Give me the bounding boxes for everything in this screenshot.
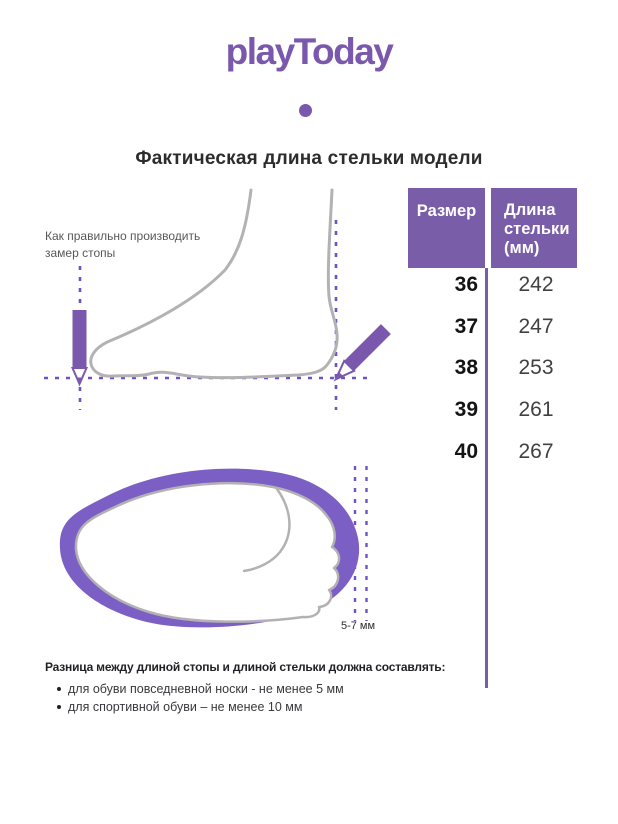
insole-length-value: 247 [518, 315, 554, 338]
footprint-shape [74, 481, 341, 623]
insole-length-value: 242 [518, 273, 554, 296]
notes-heading: Разница между длиной стопы и длиной стел… [45, 660, 446, 674]
list-item: для обуви повседневной носки - не менее … [45, 680, 485, 698]
notes-block: Разница между длиной стопы и длиной стел… [45, 660, 485, 716]
brand-logo-text: playToday [225, 31, 394, 72]
table-row: 37 247 [400, 314, 580, 340]
note-text: для спортивной обуви – не менее 10 мм [68, 700, 303, 714]
list-item: для спортивной обуви – не менее 10 мм [45, 698, 485, 716]
size-value: 38 [454, 356, 478, 379]
foot-measurement-diagram [44, 188, 391, 410]
brand-logo-dot-icon [299, 104, 312, 117]
table-row: 38 253 [400, 355, 580, 381]
insole-footprint-diagram [59, 466, 368, 628]
size-value: 40 [454, 440, 478, 463]
foot-side-outline [89, 188, 339, 380]
size-value: 36 [454, 273, 478, 296]
bullet-icon [57, 705, 61, 709]
insole-length-value: 253 [518, 356, 554, 379]
insole-length-value: 261 [518, 398, 554, 421]
table-header-size: Размер [408, 188, 485, 268]
gap-size-label: 5-7 мм [340, 620, 376, 632]
table-header-insole-length: Длина стельки (мм) [491, 188, 577, 268]
heel-pencil-icon [333, 324, 391, 382]
measuring-instruction-text: Как правильно производить замер стопы [45, 229, 201, 260]
table-row: 36 242 [400, 272, 580, 298]
size-value: 37 [454, 315, 478, 338]
insole-length-value: 267 [518, 440, 554, 463]
table-column-divider [485, 268, 488, 688]
note-text: для обуви повседневной носки - не менее … [68, 682, 344, 696]
bullet-icon [57, 687, 61, 691]
toe-pencil-icon [70, 310, 89, 387]
table-row: 39 261 [400, 397, 580, 423]
size-value: 39 [454, 398, 478, 421]
big-toe-line [242, 487, 291, 573]
brand-logo: playToday [0, 31, 618, 117]
table-row: 40 267 [400, 439, 580, 465]
page-title: Фактическая длина стельки модели [135, 148, 483, 169]
